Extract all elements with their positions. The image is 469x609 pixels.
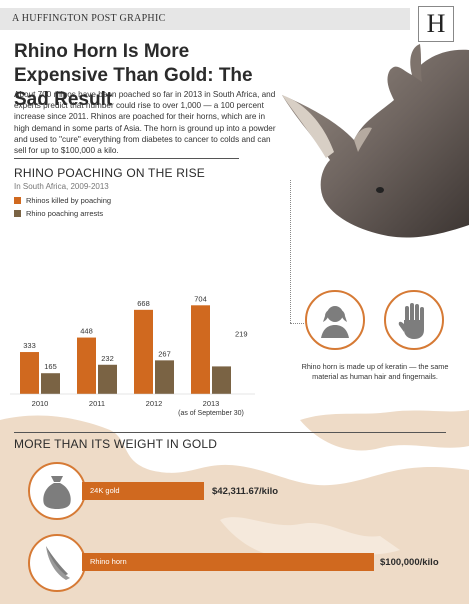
rhino-horn-icon (46, 546, 70, 580)
data-label: 704 (194, 294, 207, 303)
data-label: 668 (137, 299, 150, 308)
bar-killed (77, 337, 96, 394)
rhino-horn-circle (28, 534, 86, 592)
data-label: 333 (23, 341, 36, 350)
person-icon (321, 306, 349, 338)
section-divider (14, 432, 446, 433)
intro-paragraph: About 700 rhinos have been poached so fa… (14, 90, 276, 156)
hand-icon (398, 303, 424, 339)
chart-title: RHINO POACHING ON THE RISE (14, 166, 206, 180)
bar-arrests (155, 360, 174, 394)
bar-arrests (41, 373, 60, 394)
legend-item-arrests: Rhino poaching arrests (14, 209, 103, 218)
header-bar: A HUFFINGTON POST GRAPHIC (0, 8, 410, 30)
keratin-note: Rhino horn is made up of keratin — the s… (301, 362, 449, 381)
bar-rhino-horn: Rhino horn (82, 553, 374, 571)
huffington-logo[interactable]: H (418, 6, 454, 42)
poaching-bar-chart: 333 165 2010 448 232 2011 668 267 2012 704 219 2013… (10, 294, 255, 417)
legend-item-killed: Rhinos killed by poaching (14, 196, 111, 205)
graphic-label: A HUFFINGTON POST GRAPHIC (12, 13, 166, 24)
data-label: 165 (44, 362, 57, 371)
hand-circle (384, 290, 444, 350)
data-label: 267 (158, 349, 171, 358)
legend-swatch (14, 197, 21, 204)
bar-24k-gold: 24K gold (82, 482, 204, 500)
page-title: Rhino Horn Is More Expensive Than Gold: … (14, 41, 253, 110)
person-circle (305, 290, 365, 350)
bar-arrests (98, 364, 117, 394)
legend-label: Rhino poaching arrests (26, 209, 104, 218)
gold-sack-circle (28, 462, 86, 520)
data-label: 448 (80, 327, 93, 336)
x-tick-note: (as of September 30) (178, 410, 244, 417)
bar-killed (191, 305, 210, 394)
data-label: 232 (101, 354, 114, 363)
bar-arrests (212, 366, 231, 394)
bar-label-horn: Rhino horn (90, 557, 127, 566)
rhino-image (262, 40, 469, 250)
x-tick-label: 2010 (32, 399, 49, 408)
section-title: MORE THAN ITS WEIGHT IN GOLD (14, 437, 218, 451)
x-tick-label: 2012 (146, 399, 163, 408)
value-gold: $42,311.67/kilo (212, 486, 279, 497)
legend-swatch (14, 210, 21, 217)
connector-line (290, 180, 292, 323)
legend-label: Rhinos killed by poaching (26, 196, 112, 205)
data-label: 219 (235, 329, 248, 338)
section-divider (14, 158, 239, 159)
connector-line (290, 323, 304, 325)
bar-label-gold: 24K gold (90, 486, 120, 495)
bar-killed (20, 352, 39, 394)
bar-killed (134, 309, 153, 394)
x-tick-label: 2011 (89, 399, 105, 408)
x-tick-label: 2013 (203, 399, 220, 408)
value-horn: $100,000/kilo (380, 557, 439, 568)
gold-sack-icon (43, 476, 71, 509)
chart-subtitle: In South Africa, 2009-2013 (14, 182, 109, 191)
